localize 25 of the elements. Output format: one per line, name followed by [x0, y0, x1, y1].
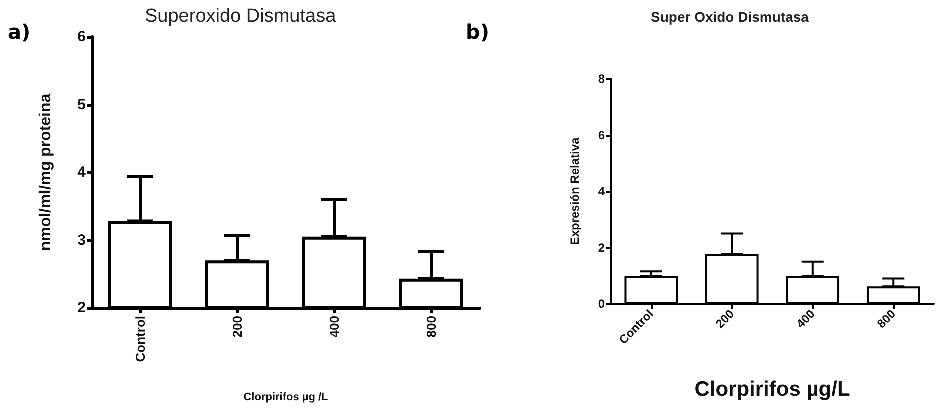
y-tick-label: 4: [78, 164, 87, 181]
y-tick-label: 8: [598, 72, 606, 86]
x-tick-label: 800: [424, 316, 439, 338]
annotation: b): [466, 20, 490, 44]
y-tick-label: 6: [78, 28, 86, 46]
y-tick-label: 0: [598, 297, 606, 311]
x-tick-label: 200: [230, 316, 245, 338]
chart-title: Super Oxido Dismutasa: [651, 9, 810, 25]
y-axis-title: Expresión Relativa: [568, 137, 582, 246]
y-tick-label: 3: [78, 232, 86, 249]
y-tick-label: 2: [78, 300, 86, 316]
y-tick-label: 4: [598, 184, 606, 198]
chart-title: Superoxido Dismutasa: [145, 6, 337, 27]
x-tick-label: 400: [794, 306, 818, 332]
x-tick-label: 800: [874, 306, 899, 332]
x-axis-title: Clorpirifos µg/L: [694, 378, 850, 401]
y-tick-label: 5: [78, 96, 86, 114]
y-axis-title: nmol/ml/mg proteina: [38, 94, 54, 252]
x-tick-label: Control: [133, 316, 148, 362]
x-tick-label: 200: [713, 306, 738, 332]
y-tick-label: 6: [598, 128, 606, 142]
text: a): [8, 20, 31, 44]
x-axis-title: Clorpirifos µg /L: [244, 392, 329, 404]
y-tick-label: 2: [598, 240, 606, 255]
x-tick-label: 400: [327, 316, 342, 338]
